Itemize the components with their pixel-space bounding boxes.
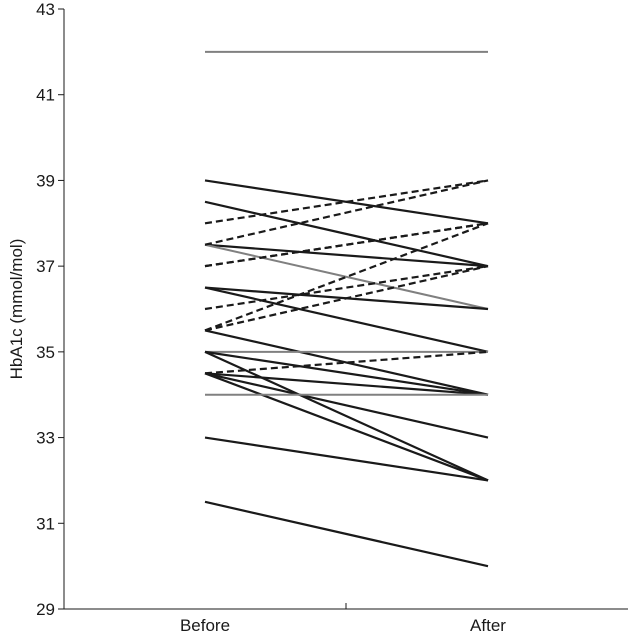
y-tick-label: 29 (36, 600, 55, 619)
x-tick-label: Before (180, 616, 230, 635)
series-line-solid (204, 200, 489, 268)
series-line-solid (204, 350, 489, 482)
y-tick-label: 35 (36, 343, 55, 362)
y-tick-label: 33 (36, 429, 55, 448)
y-tick-label: 43 (36, 0, 55, 19)
series-line-dashed (204, 222, 489, 332)
y-tick-label: 41 (36, 86, 55, 105)
series-line-gray (204, 243, 489, 310)
series-line-dashed (204, 265, 489, 332)
series-line-dashed (204, 179, 489, 246)
y-tick-label: 39 (36, 171, 55, 190)
axes (63, 9, 628, 610)
y-tick-label: 31 (36, 514, 55, 533)
series-line-dashed (204, 222, 489, 268)
x-ticks: Before After (180, 603, 506, 635)
y-ticks: 29 31 33 35 37 39 41 43 (36, 0, 64, 619)
series-line-solid (204, 286, 489, 353)
series-line-solid (204, 350, 489, 396)
series-line-dashed (204, 265, 489, 311)
series-line-dashed (204, 350, 489, 375)
series-line-solid (204, 372, 489, 396)
series-line-solid (204, 372, 489, 482)
series-line-solid (204, 436, 489, 482)
series-line-solid (204, 500, 489, 568)
series-line-solid (204, 372, 489, 439)
series-layer (204, 50, 489, 568)
series-line-solid (204, 329, 489, 396)
series-line-solid (204, 243, 489, 268)
y-tick-label: 37 (36, 257, 55, 276)
y-axis-title: HbA1c (mmol/mol) (7, 239, 26, 380)
series-line-dashed (204, 179, 489, 225)
x-tick-label: After (470, 616, 506, 635)
